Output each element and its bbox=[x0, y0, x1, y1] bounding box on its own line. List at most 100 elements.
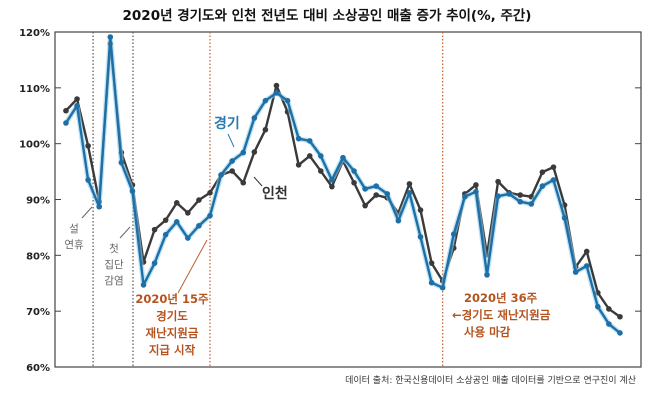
data-point bbox=[417, 234, 424, 240]
data-point bbox=[140, 282, 147, 288]
data-point bbox=[251, 149, 258, 155]
data-point bbox=[406, 181, 413, 187]
data-point bbox=[273, 90, 280, 96]
data-point bbox=[439, 284, 446, 291]
annotation-arrow bbox=[119, 226, 131, 239]
series-label-gyeonggi: 경기 bbox=[214, 115, 240, 132]
data-point bbox=[329, 183, 335, 190]
data-point bbox=[583, 248, 590, 255]
data-point bbox=[284, 97, 291, 104]
annotation-text: 연휴 bbox=[64, 239, 84, 251]
data-point bbox=[495, 193, 501, 199]
data-point bbox=[162, 217, 169, 223]
data-point bbox=[606, 306, 612, 312]
data-point bbox=[362, 202, 368, 209]
data-point bbox=[85, 177, 91, 183]
data-point bbox=[63, 107, 69, 114]
data-point bbox=[185, 235, 191, 241]
data-point bbox=[595, 303, 601, 310]
data-point bbox=[428, 260, 435, 266]
data-point bbox=[129, 188, 136, 194]
incheon-label-arrow bbox=[253, 176, 263, 187]
data-point bbox=[273, 82, 280, 89]
data-point bbox=[74, 96, 80, 102]
data-point bbox=[528, 201, 535, 207]
data-point bbox=[572, 269, 579, 275]
chart-title: 2020년 경기도와 인천 전년도 대비 소상공인 매출 증가 추이(%, 주간… bbox=[123, 7, 532, 24]
data-point bbox=[428, 279, 435, 286]
data-point bbox=[295, 162, 302, 168]
data-point bbox=[450, 231, 457, 237]
data-point bbox=[495, 178, 501, 185]
data-point bbox=[617, 313, 623, 320]
data-point bbox=[85, 143, 91, 149]
data-point bbox=[373, 183, 380, 189]
data-point bbox=[583, 263, 590, 269]
y-tick-label: 120% bbox=[19, 28, 50, 39]
data-point bbox=[96, 203, 102, 210]
data-point bbox=[550, 164, 557, 170]
data-point bbox=[539, 183, 546, 189]
data-point bbox=[550, 177, 557, 183]
data-point bbox=[329, 177, 335, 183]
gyeonggi-label-arrow bbox=[227, 133, 235, 148]
data-point bbox=[196, 197, 202, 203]
data-point bbox=[517, 192, 524, 198]
annotation-text: 경기도 bbox=[156, 309, 188, 323]
data-point bbox=[539, 169, 546, 175]
data-point bbox=[306, 138, 313, 144]
data-point bbox=[151, 226, 158, 233]
data-point bbox=[617, 330, 623, 336]
annotation-text: ←경기도 재난지원금 bbox=[452, 308, 551, 322]
data-point bbox=[561, 215, 568, 221]
annotation-text: 2020년 36주 bbox=[464, 291, 538, 305]
data-point bbox=[362, 186, 368, 192]
data-point bbox=[295, 135, 302, 142]
y-tick-label: 110% bbox=[19, 84, 50, 95]
annotation-text: 첫 bbox=[109, 243, 119, 255]
data-point bbox=[306, 153, 313, 159]
data-point bbox=[517, 198, 524, 205]
data-point bbox=[162, 231, 169, 238]
data-point bbox=[384, 191, 391, 197]
data-point bbox=[262, 97, 269, 104]
data-point bbox=[173, 219, 180, 225]
data-point bbox=[351, 179, 357, 186]
annotation-arrow bbox=[177, 239, 208, 294]
plot-frame bbox=[54, 31, 642, 368]
y-tick-label: 100% bbox=[19, 140, 50, 151]
data-point bbox=[196, 222, 202, 229]
data-point bbox=[395, 217, 402, 224]
data-point bbox=[417, 207, 424, 213]
data-point bbox=[262, 126, 269, 133]
data-point bbox=[118, 159, 125, 166]
data-point bbox=[173, 200, 180, 206]
y-tick-label: 60% bbox=[26, 363, 50, 374]
data-point bbox=[207, 212, 213, 219]
source-note: 데이터 출처: 한국신용데이터 소상공인 매출 데이터를 기반으로 연구진이 계… bbox=[345, 374, 636, 386]
data-point bbox=[473, 188, 479, 195]
data-point bbox=[406, 190, 413, 196]
annotation-text: 사용 마감 bbox=[464, 325, 511, 339]
data-point bbox=[185, 210, 191, 216]
data-point bbox=[318, 168, 324, 174]
data-point bbox=[229, 158, 235, 164]
annotation-text: 감염 bbox=[104, 275, 123, 287]
y-tick-label: 70% bbox=[26, 307, 50, 318]
data-point bbox=[74, 102, 80, 109]
data-point bbox=[484, 272, 490, 278]
annotation-text: 설 bbox=[69, 223, 79, 235]
data-point bbox=[606, 321, 612, 327]
y-tick-label: 90% bbox=[26, 196, 50, 207]
data-point bbox=[107, 34, 114, 40]
data-point bbox=[240, 179, 247, 186]
data-point bbox=[340, 154, 346, 161]
data-point bbox=[462, 193, 468, 200]
data-point bbox=[351, 168, 357, 174]
annotation-text: 2020년 15주 bbox=[135, 292, 209, 306]
data-point bbox=[240, 149, 247, 156]
annotation-arrow bbox=[81, 206, 93, 219]
data-point bbox=[63, 120, 69, 126]
